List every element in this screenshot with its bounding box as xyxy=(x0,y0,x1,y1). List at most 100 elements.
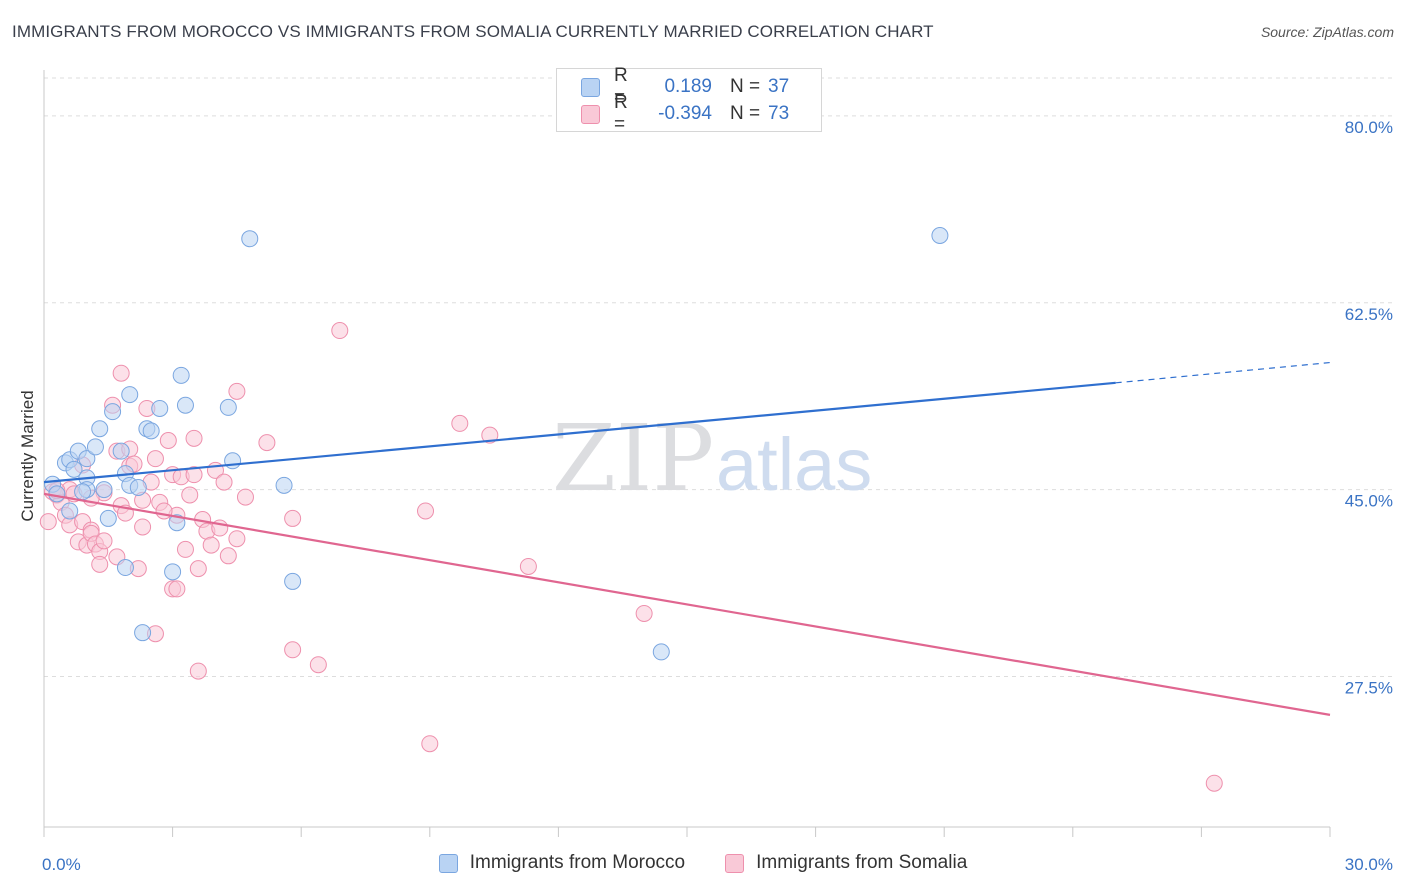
legend-n-value-morocco: 37 xyxy=(768,76,790,97)
morocco-points xyxy=(44,226,949,661)
morocco-point xyxy=(172,366,190,384)
somalia-point xyxy=(159,431,177,449)
y-tick-label: 80.0% xyxy=(1345,118,1393,137)
somalia-point xyxy=(519,557,537,575)
somalia-trend-line xyxy=(43,492,1331,716)
somalia-point xyxy=(309,656,327,674)
morocco-point xyxy=(78,450,96,468)
morocco-point xyxy=(61,502,79,520)
somalia-point xyxy=(176,540,194,558)
legend-r-label: R = xyxy=(614,65,628,108)
somalia-point xyxy=(185,429,203,447)
somalia-point xyxy=(189,560,207,578)
grid-lines xyxy=(44,77,1394,677)
somalia-point xyxy=(95,532,113,550)
tick-labels: 80.0% 62.5% 45.0% 27.5% 0.0% 30.0% xyxy=(42,118,1393,874)
legend-n-label: N = xyxy=(730,103,761,124)
morocco-point xyxy=(134,624,152,642)
morocco-point xyxy=(65,460,83,478)
legend-r-value-morocco: 0.189 xyxy=(664,76,712,97)
morocco-point xyxy=(116,559,134,577)
somalia-point xyxy=(39,513,57,531)
somalia-point xyxy=(185,466,203,484)
somalia-point xyxy=(451,414,469,432)
morocco-point xyxy=(219,398,237,416)
series-legend-morocco[interactable]: Immigrants from Morocco xyxy=(438,852,686,874)
morocco-trend-extension xyxy=(1115,361,1331,384)
source-credit: Source: ZipAtlas.com xyxy=(1260,24,1394,40)
somalia-point xyxy=(635,604,653,622)
somalia-point xyxy=(215,473,233,491)
somalia-point xyxy=(417,502,435,520)
morocco-point xyxy=(104,403,122,421)
morocco-point xyxy=(284,572,302,590)
morocco-point xyxy=(121,386,139,404)
somalia-point xyxy=(1205,774,1223,792)
somalia-point xyxy=(284,509,302,527)
morocco-point xyxy=(275,476,293,494)
legend-r-label: R = xyxy=(614,92,628,135)
morocco-point xyxy=(91,420,109,438)
somalia-point xyxy=(91,555,109,573)
somalia-points xyxy=(39,322,1223,792)
y-tick-label: 45.0% xyxy=(1345,492,1393,511)
somalia-point xyxy=(228,382,246,400)
series-legend-somalia[interactable]: Immigrants from Somalia xyxy=(725,852,967,874)
morocco-point xyxy=(931,226,949,244)
somalia-point xyxy=(168,580,186,598)
x-tick-label: 0.0% xyxy=(42,855,81,874)
morocco-point xyxy=(48,485,66,503)
morocco-point xyxy=(129,478,147,496)
somalia-point xyxy=(202,536,220,554)
somalia-point xyxy=(219,547,237,565)
morocco-point xyxy=(168,514,186,532)
morocco-point xyxy=(224,452,242,470)
somalia-point xyxy=(331,322,349,340)
morocco-point xyxy=(95,481,113,499)
correlation-legend: R = 0.189 N = 37 R = -0.394 N = 73 xyxy=(556,65,822,135)
legend-row-somalia: R = -0.394 N = 73 xyxy=(581,92,790,135)
somalia-point xyxy=(181,486,199,504)
morocco-point xyxy=(164,563,182,581)
legend-n-label: N = xyxy=(730,76,761,97)
watermark-atlas: atlas xyxy=(716,423,872,506)
watermark-zip: ZIP xyxy=(552,405,714,512)
series-swatch-morocco xyxy=(438,853,458,873)
trend-lines xyxy=(43,361,1331,716)
legend-swatch-morocco xyxy=(581,77,600,97)
y-axis-label: Currently Married xyxy=(18,390,37,522)
morocco-point xyxy=(652,643,670,661)
series-label-morocco: Immigrants from Morocco xyxy=(469,852,686,873)
somalia-point xyxy=(258,434,276,452)
morocco-point xyxy=(74,483,92,501)
somalia-point xyxy=(134,518,152,536)
somalia-point xyxy=(189,662,207,680)
somalia-point xyxy=(481,426,499,444)
somalia-point xyxy=(284,641,302,659)
series-swatch-somalia xyxy=(725,853,745,873)
axes xyxy=(43,70,1331,837)
somalia-point xyxy=(146,450,164,468)
morocco-point xyxy=(86,438,104,456)
somalia-point xyxy=(228,530,246,548)
morocco-point xyxy=(112,442,130,460)
y-tick-label: 62.5% xyxy=(1345,305,1393,324)
y-tick-label: 27.5% xyxy=(1345,678,1393,697)
somalia-point xyxy=(421,735,439,753)
morocco-point xyxy=(241,230,259,248)
legend-swatch-somalia xyxy=(581,104,600,124)
morocco-trend-line xyxy=(43,381,1116,484)
legend-row-morocco: R = 0.189 N = 37 xyxy=(581,65,790,108)
somalia-point xyxy=(112,364,130,382)
series-label-somalia: Immigrants from Somalia xyxy=(756,852,968,873)
legend-n-value-somalia: 73 xyxy=(768,103,790,124)
legend-r-value-somalia: -0.394 xyxy=(658,103,712,124)
morocco-point xyxy=(99,509,117,527)
series-legend: Immigrants from Morocco Immigrants from … xyxy=(0,852,1406,874)
morocco-point xyxy=(142,422,160,440)
chart-title: IMMIGRANTS FROM MOROCCO VS IMMIGRANTS FR… xyxy=(12,22,934,41)
morocco-point xyxy=(151,399,169,417)
somalia-point xyxy=(236,488,254,506)
x-tick-label: 30.0% xyxy=(1345,855,1393,874)
